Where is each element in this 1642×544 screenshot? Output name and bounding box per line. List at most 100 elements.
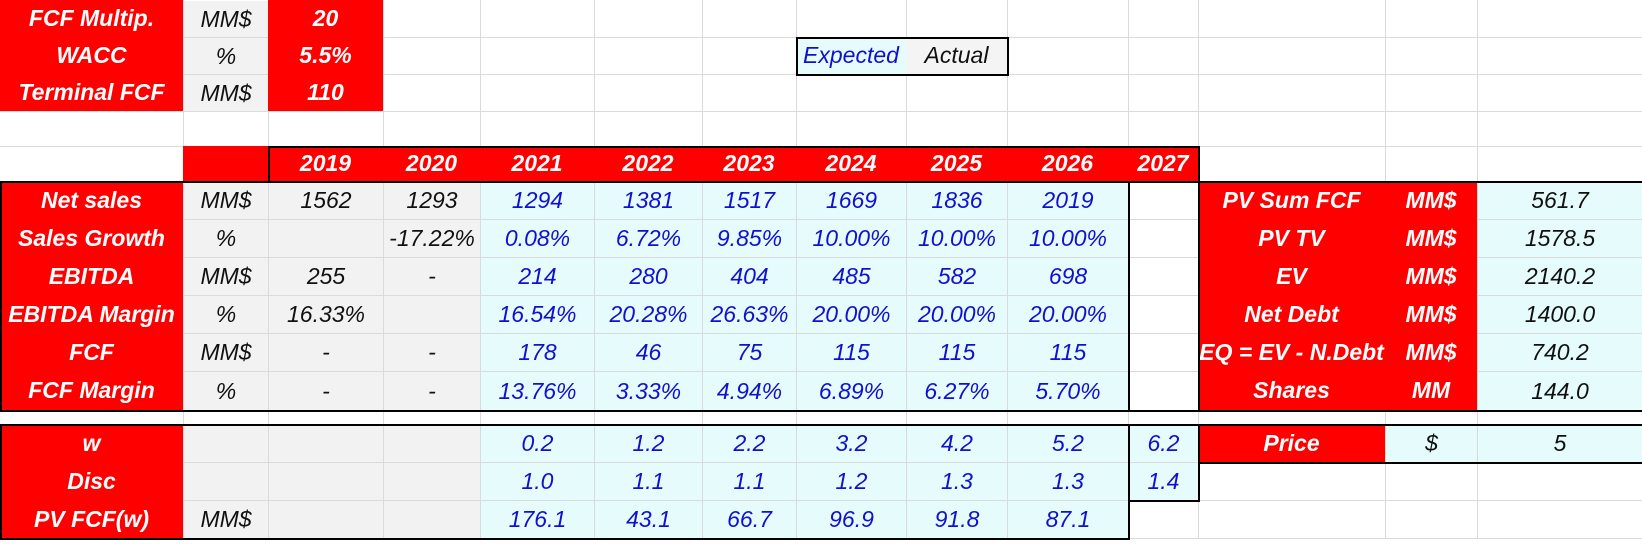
year-header[interactable]: 2025	[906, 146, 1007, 181]
param-label[interactable]: WACC	[0, 37, 183, 74]
expected-value[interactable]: 6.27%	[907, 372, 1007, 410]
expected-value[interactable]: 5.70%	[1008, 372, 1128, 410]
year-header-blank[interactable]	[183, 146, 268, 181]
disc-row-label[interactable]: w	[0, 424, 183, 462]
param-label[interactable]: FCF Multip.	[0, 0, 183, 37]
disc-unit[interactable]: MM$	[184, 501, 268, 538]
disc-value[interactable]: 87.1	[1008, 501, 1128, 538]
param-unit[interactable]: MM$	[184, 75, 268, 111]
expected-value[interactable]: 20.00%	[1008, 296, 1128, 333]
valuation-label[interactable]: EV	[1198, 257, 1385, 295]
row-label[interactable]: Net sales	[0, 181, 183, 219]
year-header[interactable]: 2022	[594, 146, 702, 181]
expected-value[interactable]: 698	[1008, 258, 1128, 295]
expected-value[interactable]: 2019	[1008, 182, 1128, 219]
actual-value[interactable]: 1562	[269, 182, 383, 219]
valuation-unit[interactable]: MM	[1385, 371, 1477, 410]
expected-value[interactable]: 404	[703, 258, 796, 295]
expected-value[interactable]: 485	[797, 258, 906, 295]
expected-value[interactable]: 75	[703, 334, 796, 371]
valuation-value[interactable]: 1400.0	[1478, 296, 1642, 333]
disc-unit[interactable]	[184, 463, 268, 500]
year-header[interactable]: 2027	[1128, 146, 1198, 181]
param-unit[interactable]: MM$	[184, 1, 268, 37]
year-header[interactable]: 2019	[268, 146, 383, 181]
actual-value[interactable]: 16.33%	[269, 296, 383, 333]
expected-value[interactable]: 20.00%	[907, 296, 1007, 333]
year-header[interactable]: 2024	[796, 146, 906, 181]
legend-actual[interactable]: Actual	[906, 37, 1007, 74]
expected-value[interactable]: 3.33%	[595, 372, 702, 410]
year-header[interactable]: 2021	[480, 146, 594, 181]
expected-value[interactable]: 115	[907, 334, 1007, 371]
disc-value[interactable]: 96.9	[797, 501, 906, 538]
expected-value[interactable]: 1669	[797, 182, 906, 219]
valuation-value[interactable]: 144.0	[1478, 372, 1642, 410]
disc-value[interactable]: 66.7	[703, 501, 796, 538]
param-value[interactable]: 5.5%	[268, 37, 383, 74]
disc-blank[interactable]	[269, 463, 383, 500]
disc-value[interactable]: 0.2	[481, 425, 594, 462]
expected-value[interactable]: 26.63%	[703, 296, 796, 333]
row-label[interactable]: Sales Growth	[0, 219, 183, 257]
valuation-label[interactable]: PV TV	[1198, 219, 1385, 257]
expected-value[interactable]: 115	[1008, 334, 1128, 371]
unit-cell[interactable]: %	[184, 372, 268, 410]
disc-value[interactable]: 1.1	[703, 463, 796, 500]
param-value[interactable]: 20	[268, 0, 383, 37]
expected-value[interactable]: 13.76%	[481, 372, 594, 410]
row-label[interactable]: FCF Margin	[0, 371, 183, 410]
legend-expected[interactable]: Expected	[796, 37, 906, 74]
year-header[interactable]: 2026	[1007, 146, 1128, 181]
valuation-label[interactable]: Shares	[1198, 371, 1385, 410]
expected-value[interactable]: 10.00%	[797, 220, 906, 257]
disc-value[interactable]: 1.3	[1008, 463, 1128, 500]
expected-value[interactable]: 9.85%	[703, 220, 796, 257]
valuation-value[interactable]: 1578.5	[1478, 220, 1642, 257]
valuation-label[interactable]: Net Debt	[1198, 295, 1385, 333]
expected-value[interactable]: 46	[595, 334, 702, 371]
param-value[interactable]: 110	[268, 74, 383, 111]
valuation-unit[interactable]: MM$	[1385, 257, 1477, 295]
valuation-value[interactable]: 2140.2	[1478, 258, 1642, 295]
price-label[interactable]: Price	[1198, 424, 1385, 462]
expected-value[interactable]: 10.00%	[907, 220, 1007, 257]
year-header[interactable]: 2023	[702, 146, 796, 181]
actual-value[interactable]: -	[384, 258, 480, 295]
disc-value[interactable]: 2.2	[703, 425, 796, 462]
disc-row-label[interactable]: Disc	[0, 462, 183, 500]
expected-value[interactable]: 20.28%	[595, 296, 702, 333]
param-unit[interactable]: %	[184, 38, 268, 74]
valuation-label[interactable]: EQ = EV - N.Debt	[1198, 333, 1385, 371]
row-label[interactable]: EBITDA	[0, 257, 183, 295]
expected-value[interactable]: 10.00%	[1008, 220, 1128, 257]
expected-value[interactable]: 20.00%	[797, 296, 906, 333]
row-label[interactable]: EBITDA Margin	[0, 295, 183, 333]
disc-blank[interactable]	[384, 425, 480, 462]
actual-value[interactable]: 1293	[384, 182, 480, 219]
disc-value[interactable]: 1.1	[595, 463, 702, 500]
expected-value[interactable]: 6.89%	[797, 372, 906, 410]
price-unit[interactable]: $	[1386, 425, 1477, 462]
disc-value[interactable]: 1.4	[1129, 463, 1198, 500]
disc-value[interactable]: 176.1	[481, 501, 594, 538]
unit-cell[interactable]: %	[184, 296, 268, 333]
valuation-value[interactable]: 561.7	[1478, 182, 1642, 219]
unit-cell[interactable]: MM$	[184, 258, 268, 295]
disc-value[interactable]: 91.8	[907, 501, 1007, 538]
expected-value[interactable]: 115	[797, 334, 906, 371]
actual-value[interactable]: -	[384, 334, 480, 371]
actual-value[interactable]: -17.22%	[384, 220, 480, 257]
disc-value[interactable]: 3.2	[797, 425, 906, 462]
disc-value[interactable]: 1.0	[481, 463, 594, 500]
expected-value[interactable]: 1836	[907, 182, 1007, 219]
disc-blank[interactable]	[384, 463, 480, 500]
actual-value[interactable]: -	[269, 372, 383, 410]
expected-value[interactable]: 214	[481, 258, 594, 295]
valuation-unit[interactable]: MM$	[1385, 295, 1477, 333]
actual-value[interactable]: -	[384, 372, 480, 410]
unit-cell[interactable]: %	[184, 220, 268, 257]
disc-value[interactable]: 6.2	[1129, 425, 1198, 462]
expected-value[interactable]: 4.94%	[703, 372, 796, 410]
expected-value[interactable]: 1381	[595, 182, 702, 219]
